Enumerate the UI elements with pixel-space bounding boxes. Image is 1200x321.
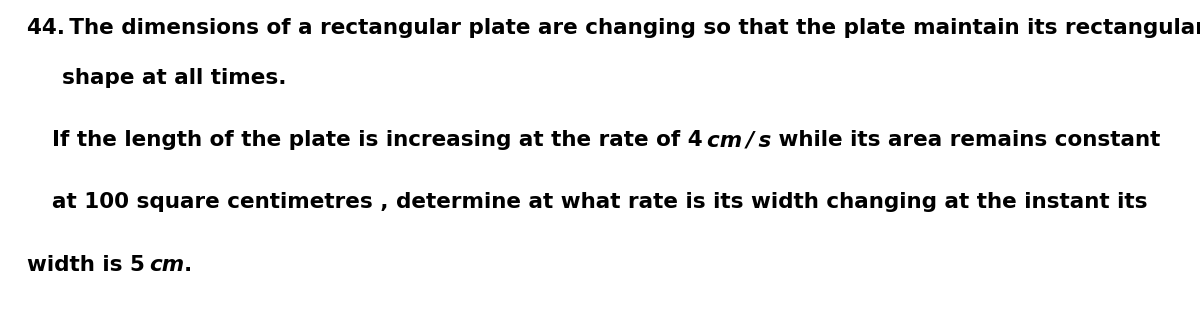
Text: width is 5: width is 5 (28, 255, 149, 275)
Text: .: . (185, 255, 192, 275)
Text: If the length of the plate is increasing at the rate of 4: If the length of the plate is increasing… (52, 130, 707, 150)
Text: at 100 square centimetres , determine at what rate is its width changing at the : at 100 square centimetres , determine at… (52, 192, 1147, 212)
Text: cm / s: cm / s (707, 130, 772, 150)
Text: while its area remains constant: while its area remains constant (772, 130, 1160, 150)
Text: cm: cm (149, 255, 185, 275)
Text: 44. The dimensions of a rectangular plate are changing so that the plate maintai: 44. The dimensions of a rectangular plat… (28, 18, 1200, 38)
Text: shape at all times.: shape at all times. (62, 68, 287, 88)
